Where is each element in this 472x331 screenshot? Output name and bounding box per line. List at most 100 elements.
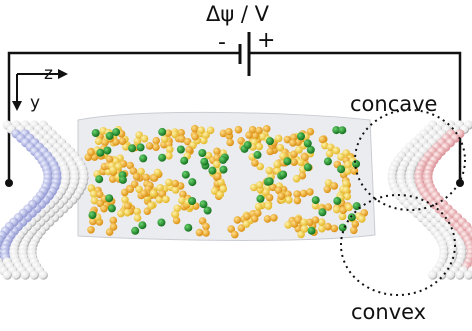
ion-bead bbox=[164, 129, 173, 137]
ion-bead bbox=[274, 134, 283, 143]
ion-bead bbox=[216, 190, 224, 199]
counter-ion bbox=[297, 132, 305, 141]
right-electrode-node bbox=[456, 179, 464, 187]
counter-ion bbox=[105, 194, 114, 203]
ion-bead bbox=[185, 146, 193, 154]
ion-bead bbox=[332, 146, 341, 155]
concave-highlight-circle bbox=[354, 109, 466, 211]
ion-bead bbox=[142, 173, 151, 182]
ion-bead bbox=[226, 138, 234, 147]
ion-bead bbox=[279, 152, 287, 160]
ion-bead bbox=[198, 217, 207, 225]
counter-ion bbox=[332, 126, 341, 135]
counter-ion bbox=[157, 218, 166, 227]
ion-bead bbox=[212, 160, 221, 169]
ion-bead bbox=[126, 185, 135, 193]
ion-bead bbox=[105, 155, 114, 164]
ion-bead bbox=[262, 125, 271, 133]
ion-bead bbox=[269, 183, 277, 192]
counter-ion bbox=[107, 204, 116, 213]
ion-bead bbox=[276, 144, 285, 152]
ion-bead bbox=[251, 132, 259, 140]
ion-bead bbox=[290, 158, 298, 166]
ion-bead bbox=[191, 124, 199, 133]
ion-bead bbox=[109, 216, 118, 225]
left-wire bbox=[7, 51, 240, 183]
ion-bead bbox=[133, 214, 142, 222]
ion-bead bbox=[152, 143, 160, 151]
ion-bead bbox=[123, 208, 132, 217]
ion-bead bbox=[202, 229, 210, 237]
ion-bead bbox=[171, 186, 180, 194]
ion-bead bbox=[87, 148, 95, 157]
counter-ion bbox=[203, 206, 212, 215]
ion-bead bbox=[109, 166, 117, 174]
electrode-bead bbox=[38, 270, 48, 280]
ion-bead bbox=[266, 147, 275, 156]
ion-bead bbox=[300, 218, 308, 227]
ion-bead bbox=[90, 196, 99, 205]
ion-bead bbox=[273, 160, 281, 169]
counter-ion bbox=[283, 157, 292, 166]
ion-bead bbox=[325, 149, 334, 158]
ion-bead bbox=[149, 189, 158, 198]
electrode-bead bbox=[437, 270, 447, 280]
ion-bead bbox=[234, 125, 243, 134]
ion-bead bbox=[87, 226, 95, 234]
ion-bead bbox=[243, 212, 251, 221]
ion-bead bbox=[284, 221, 292, 229]
ion-bead bbox=[253, 209, 262, 217]
right-wire bbox=[249, 51, 462, 183]
counter-ion bbox=[307, 226, 316, 235]
ion-bead bbox=[324, 222, 332, 231]
ion-bead bbox=[284, 190, 292, 199]
ion-bead bbox=[256, 162, 265, 171]
ion-bead bbox=[120, 188, 129, 197]
y-axis-label: y bbox=[30, 93, 41, 113]
electrode-bead bbox=[464, 270, 472, 280]
ion-bead bbox=[202, 222, 210, 231]
ion-bead bbox=[293, 196, 302, 205]
ion-bead bbox=[283, 135, 292, 144]
ion-bead bbox=[118, 137, 127, 145]
ion-bead bbox=[150, 174, 159, 182]
ion-bead bbox=[342, 179, 350, 188]
ion-bead bbox=[191, 132, 199, 141]
ion-bead bbox=[210, 187, 219, 195]
counter-ion bbox=[128, 144, 137, 153]
electrode-bead bbox=[428, 270, 438, 280]
convex-highlight-circle bbox=[340, 194, 456, 296]
counter-ion bbox=[208, 166, 217, 175]
counter-ion bbox=[199, 200, 208, 209]
ion-bead bbox=[290, 150, 298, 158]
counter-ion bbox=[266, 137, 274, 146]
ion-bead bbox=[289, 139, 297, 147]
ion-bead bbox=[94, 137, 103, 145]
ion-bead bbox=[152, 136, 160, 145]
counter-ion bbox=[311, 196, 320, 205]
counter-ion bbox=[253, 150, 262, 159]
ion-bead bbox=[217, 178, 225, 186]
ion-bead bbox=[277, 192, 286, 200]
ion-bead bbox=[158, 190, 167, 198]
counter-ion bbox=[279, 170, 288, 179]
electrode-bead bbox=[29, 270, 39, 280]
circuit-wire bbox=[7, 51, 462, 183]
electrode-bead bbox=[0, 250, 1, 256]
ion-bead bbox=[202, 131, 210, 139]
ion-bead bbox=[270, 214, 278, 222]
ion-bead bbox=[109, 223, 118, 231]
ion-bead bbox=[324, 203, 333, 211]
ion-bead bbox=[300, 225, 309, 233]
ion-bead bbox=[251, 159, 259, 167]
ion-bead bbox=[133, 207, 141, 216]
ion-cloud bbox=[84, 124, 369, 239]
minus-sign-label: - bbox=[218, 30, 226, 55]
ion-bead bbox=[344, 160, 352, 169]
ion-bead bbox=[265, 193, 274, 202]
ion-bead bbox=[306, 218, 314, 227]
ion-bead bbox=[263, 215, 272, 223]
ion-bead bbox=[297, 230, 305, 239]
counter-ion bbox=[184, 223, 193, 232]
